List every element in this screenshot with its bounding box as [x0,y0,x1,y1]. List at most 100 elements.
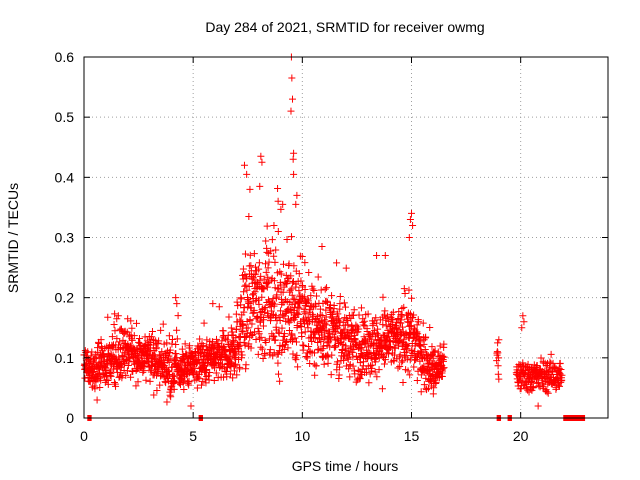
data-point [132,382,140,390]
data-point [243,170,251,178]
data-point [557,365,565,373]
data-point [257,333,265,341]
data-point [414,330,422,338]
data-point [163,339,171,347]
data-point [311,371,319,379]
x-tick-label: 5 [189,428,197,444]
data-point [264,264,272,272]
data-point [239,265,247,273]
data-point [264,279,272,287]
data-point [150,391,158,399]
data-point [129,367,137,375]
data-point [344,321,352,329]
data-point [270,333,278,341]
data-point [232,310,240,318]
data-point [258,293,266,301]
data-point [107,372,115,380]
data-point [541,367,549,375]
data-point [238,351,246,359]
data-point [255,265,263,273]
data-point [252,270,260,278]
data-point [270,252,278,260]
data-point [340,327,348,335]
data-point [403,355,411,363]
data-point [419,319,427,327]
data-point [289,155,297,163]
data-point [305,343,313,351]
data-point [299,346,307,354]
data-point [169,335,177,343]
data-point [165,358,173,366]
data-point [394,364,402,372]
data-point [266,346,274,354]
data-point [262,260,269,268]
data-point [194,373,202,381]
data-point [310,287,318,295]
data-point [262,268,270,276]
data-point [350,345,358,353]
data-point [205,376,213,384]
data-point [146,377,154,385]
data-point [255,259,263,267]
data-point [389,308,397,316]
data-point [274,359,282,367]
data-point [127,373,135,381]
data-point [248,320,256,328]
data-point [104,380,112,388]
data-point [321,318,329,326]
data-point [518,324,526,332]
data-point [440,364,448,372]
data-point [172,294,180,302]
data-point [154,366,162,374]
data-point [537,354,545,362]
data-point [326,343,334,351]
data-point [335,322,343,330]
data-point [365,379,373,387]
data-point [270,221,278,229]
data-point [288,291,296,299]
data-point [292,200,300,208]
data-point [405,234,413,241]
data-point [332,343,340,351]
data-point [495,375,503,383]
data-point [330,343,338,351]
data-point [282,338,290,346]
data-point [232,334,240,342]
data-point [397,332,405,340]
data-point [323,352,331,360]
data-point [279,288,287,296]
data-point [240,288,248,296]
data-point [114,312,122,320]
data-point [270,277,278,285]
data-point [110,378,118,386]
data-point [166,346,174,354]
data-point [202,366,210,373]
data-point [360,321,368,329]
data-point [426,324,434,332]
data-point [81,374,89,382]
data-point [161,378,169,386]
data-point [348,348,356,356]
data-point [295,310,303,318]
data-point [206,368,214,376]
data-point [242,273,250,281]
data-point [318,243,326,251]
data-point [298,332,306,340]
data-point [295,298,303,306]
data-point [406,322,414,330]
data-point [246,251,254,259]
data-point [362,339,370,347]
data-point [294,363,302,371]
data-point [432,378,440,386]
data-point [429,354,437,362]
data-point [417,347,425,355]
data-point [271,336,279,344]
data-point [288,285,296,293]
data-point [133,319,141,327]
data-point [96,383,104,391]
data-point [400,303,408,311]
data-point [178,365,186,373]
data-point [373,252,381,260]
data-point [313,292,321,300]
data-point [277,270,285,278]
